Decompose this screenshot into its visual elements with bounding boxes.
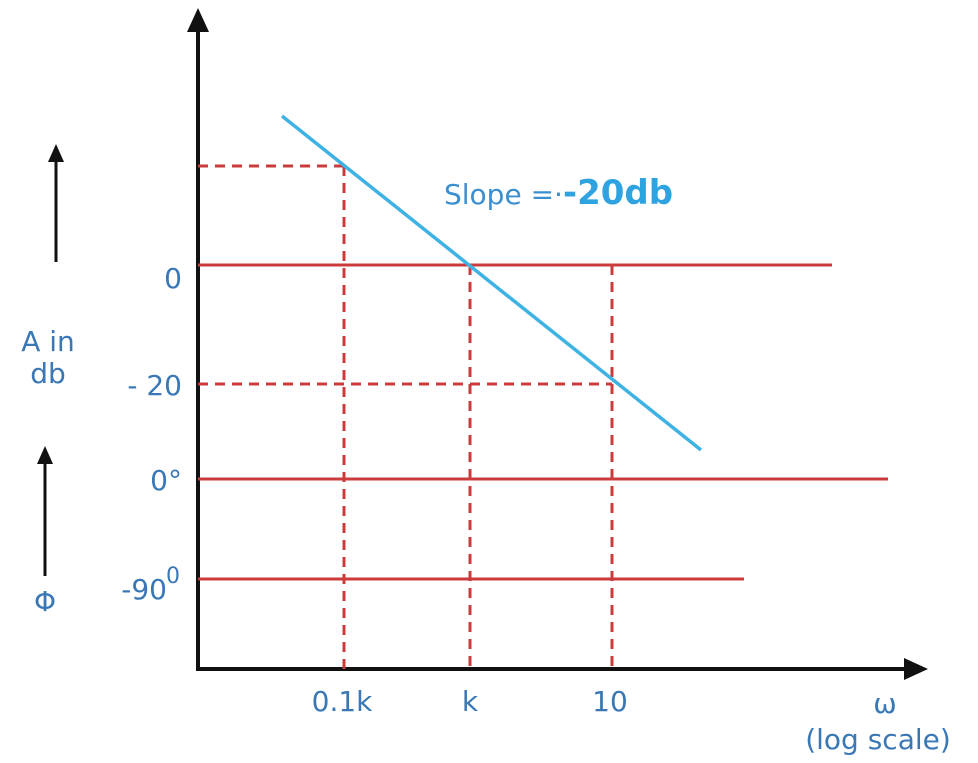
- y-label-minus20: - 20: [127, 369, 182, 402]
- x-axis-arrowhead: [904, 658, 928, 680]
- y-label-phase-minus90-superscript: 0: [166, 564, 180, 589]
- side-label-amplitude-line1: A in: [21, 325, 75, 358]
- x-label-omega: ω: [873, 687, 897, 720]
- y-axis-arrowhead: [187, 8, 209, 32]
- arrow-up-icon: [37, 446, 53, 576]
- side-label-amplitude-line2: db: [30, 357, 66, 390]
- slope-line: [280, 114, 703, 452]
- slope-prefix: Slope =·: [444, 178, 563, 211]
- y-label-0db: 0: [164, 262, 182, 295]
- y-label-phase-0: 0°: [150, 464, 182, 497]
- side-label-phase: Φ: [33, 585, 57, 618]
- y-label-phase-minus90: -90: [121, 573, 167, 606]
- slope-value: -20db: [562, 173, 674, 213]
- x-label-log-scale: (log scale): [805, 723, 951, 756]
- slope-annotation: Slope =·-20db: [444, 176, 673, 210]
- x-label-10: 10: [592, 685, 628, 718]
- x-label-k: k: [461, 685, 479, 718]
- arrow-up-icon: [48, 144, 64, 262]
- x-label-01k: 0.1k: [311, 685, 373, 718]
